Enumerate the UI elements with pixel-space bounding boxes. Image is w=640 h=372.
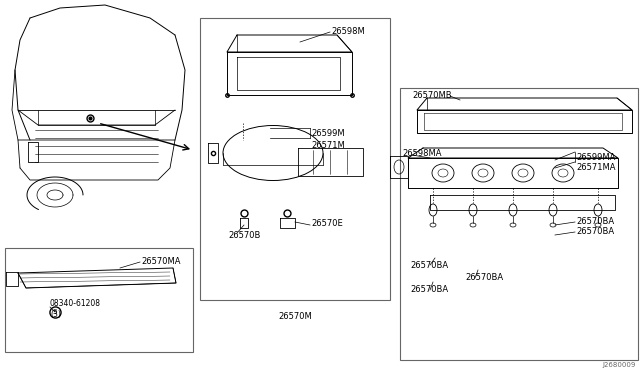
Text: 26598M: 26598M (331, 28, 365, 36)
Bar (400, 88, 638, 360)
Text: 26599M: 26599M (311, 128, 344, 138)
Text: 08340-61208: 08340-61208 (50, 299, 101, 308)
Text: 26570MA: 26570MA (141, 257, 180, 266)
Text: 26570E: 26570E (311, 219, 343, 228)
Bar (5, 248, 193, 352)
Text: 26570BA: 26570BA (410, 260, 448, 269)
Text: 26571M: 26571M (311, 141, 345, 150)
Text: (3): (3) (50, 311, 61, 320)
Text: 26598MA: 26598MA (402, 148, 442, 157)
Text: 26570BA: 26570BA (576, 218, 614, 227)
Text: 26570BA: 26570BA (410, 285, 448, 295)
Text: 26570MB: 26570MB (412, 92, 452, 100)
Text: 26570BA: 26570BA (465, 273, 503, 282)
Text: 26571MA: 26571MA (576, 163, 616, 171)
Text: 26570B: 26570B (228, 231, 260, 240)
Text: 26570M: 26570M (278, 312, 312, 321)
Text: 26599MA: 26599MA (576, 153, 616, 161)
Bar (200, 18, 390, 300)
Text: S: S (53, 309, 57, 315)
Text: J2680009: J2680009 (603, 362, 636, 368)
Text: 26570BA: 26570BA (576, 228, 614, 237)
